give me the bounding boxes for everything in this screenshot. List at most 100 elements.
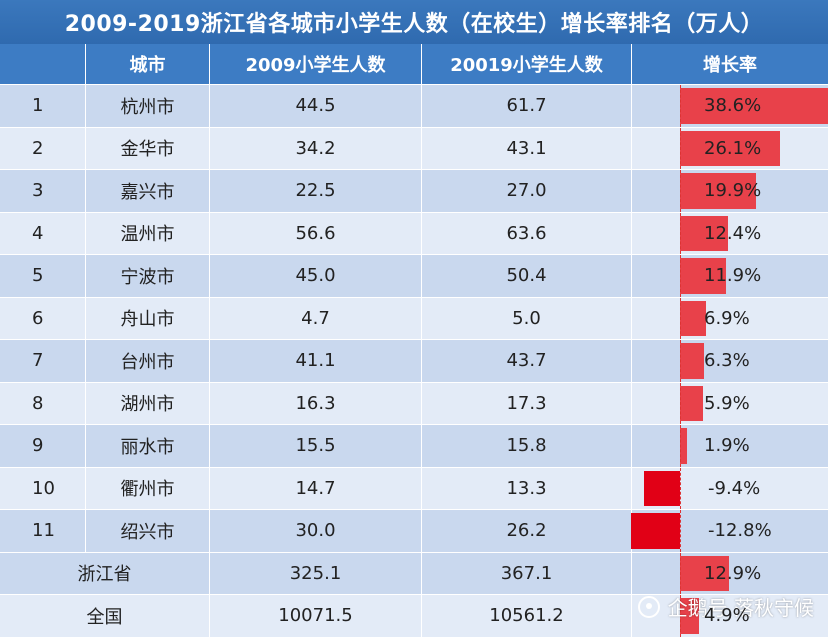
- rank-cell: 4: [0, 212, 86, 254]
- rank-cell: 8: [0, 382, 86, 424]
- value-2019-cell: 5.0: [422, 297, 632, 339]
- rate-cell: 19.9%: [632, 170, 828, 212]
- zero-axis-line: [680, 255, 681, 297]
- city-cell: 嘉兴市: [86, 170, 210, 212]
- table-row: 5 宁波市 45.0 50.4 11.9%: [0, 255, 828, 298]
- value-2019-cell: 13.3: [422, 467, 632, 509]
- value-2019-cell: 61.7: [422, 85, 632, 127]
- value-2019-cell: 26.2: [422, 510, 632, 552]
- rate-bar: [630, 513, 680, 549]
- header-city: 城市: [86, 44, 210, 84]
- rate-label: 6.9%: [704, 307, 750, 329]
- table-header: 城市 2009小学生人数 20019小学生人数 增长率: [0, 44, 828, 85]
- rank-cell: 10: [0, 467, 86, 509]
- total-row: 全国 10071.5 10561.2 4.9%: [0, 595, 828, 638]
- rate-bar: [680, 555, 730, 591]
- rate-bar: [680, 598, 699, 634]
- value-2009-cell: 30.0: [210, 510, 422, 552]
- rate-label: 6.3%: [704, 350, 750, 372]
- header-2019: 20019小学生人数: [422, 44, 632, 84]
- zero-axis-line: [680, 212, 681, 254]
- rate-bar: [680, 428, 688, 464]
- rate-bar: [680, 88, 828, 124]
- rank-cell: 9: [0, 425, 86, 467]
- rate-cell: 5.9%: [632, 382, 828, 424]
- watermark-text: 企鹅号 落秋守候: [667, 596, 814, 620]
- rate-cell: 12.4%: [632, 212, 828, 254]
- city-cell: 舟山市: [86, 297, 210, 339]
- rate-bar: [680, 215, 728, 251]
- value-2019-cell: 17.3: [422, 382, 632, 424]
- zero-axis-line: [680, 467, 681, 509]
- table-row: 3 嘉兴市 22.5 27.0 19.9%: [0, 170, 828, 213]
- rate-label: 4.9%: [704, 605, 750, 627]
- table-row: 2 金华市 34.2 43.1 26.1%: [0, 127, 828, 170]
- rank-cell: 5: [0, 255, 86, 297]
- watermark: 企鹅号 落秋守候: [637, 592, 814, 621]
- rate-bar: [680, 343, 705, 379]
- zero-axis-line: [680, 127, 681, 169]
- table-row: 6 舟山市 4.7 5.0 6.9%: [0, 297, 828, 340]
- rate-bar: [680, 258, 726, 294]
- rate-cell: 26.1%: [632, 127, 828, 169]
- rate-bar: [643, 470, 680, 506]
- value-2009-cell: 4.7: [210, 297, 422, 339]
- rate-cell: 11.9%: [632, 255, 828, 297]
- rank-cell: 3: [0, 170, 86, 212]
- city-cell: 湖州市: [86, 382, 210, 424]
- rate-label: 12.4%: [704, 222, 762, 244]
- rate-cell: 38.6%: [632, 85, 828, 127]
- rate-label: -9.4%: [708, 477, 761, 499]
- zero-axis-line: [680, 340, 681, 382]
- rate-cell: 1.9%: [632, 425, 828, 467]
- rate-bar: [680, 300, 707, 336]
- region-label: 浙江省: [0, 552, 210, 594]
- value-2009-cell: 10071.5: [210, 595, 422, 637]
- rank-cell: 1: [0, 85, 86, 127]
- value-2009-cell: 44.5: [210, 85, 422, 127]
- rate-label: 38.6%: [704, 95, 762, 117]
- value-2009-cell: 325.1: [210, 552, 422, 594]
- rate-bar: [680, 130, 781, 166]
- city-cell: 台州市: [86, 340, 210, 382]
- zero-axis-line: [680, 510, 681, 552]
- header-rate: 增长率: [703, 55, 757, 76]
- zero-axis-line: [680, 552, 681, 594]
- table-row: 4 温州市 56.6 63.6 12.4%: [0, 212, 828, 255]
- zero-axis-line: [680, 85, 681, 127]
- rate-cell: -9.4%: [632, 467, 828, 509]
- city-cell: 杭州市: [86, 85, 210, 127]
- value-2019-cell: 367.1: [422, 552, 632, 594]
- rank-cell: 11: [0, 510, 86, 552]
- zero-axis-line: [680, 595, 681, 637]
- rate-bar: [680, 385, 703, 421]
- table-title: 2009-2019浙江省各城市小学生人数（在校生）增长率排名（万人）: [0, 0, 828, 44]
- rank-cell: 2: [0, 127, 86, 169]
- table-row: 11 绍兴市 30.0 26.2 -12.8%: [0, 510, 828, 553]
- value-2009-cell: 45.0: [210, 255, 422, 297]
- rate-cell: 4.9%: [632, 595, 828, 637]
- value-2019-cell: 27.0: [422, 170, 632, 212]
- city-cell: 温州市: [86, 212, 210, 254]
- total-row: 浙江省 325.1 367.1 12.9%: [0, 552, 828, 595]
- value-2009-cell: 41.1: [210, 340, 422, 382]
- zero-axis-line: [680, 170, 681, 212]
- rate-cell: 6.9%: [632, 297, 828, 339]
- rank-cell: 7: [0, 340, 86, 382]
- region-label: 全国: [0, 595, 210, 637]
- rate-label: 1.9%: [704, 435, 750, 457]
- city-cell: 衢州市: [86, 467, 210, 509]
- value-2009-cell: 56.6: [210, 212, 422, 254]
- value-2009-cell: 15.5: [210, 425, 422, 467]
- rate-cell: -12.8%: [630, 510, 828, 552]
- rank-cell: 6: [0, 297, 86, 339]
- zero-axis-line: [680, 297, 681, 339]
- table-row: 8 湖州市 16.3 17.3 5.9%: [0, 382, 828, 425]
- penguin-icon: [637, 595, 660, 618]
- table-row: 9 丽水市 15.5 15.8 1.9%: [0, 425, 828, 468]
- value-2019-cell: 15.8: [422, 425, 632, 467]
- zero-axis-line: [680, 382, 681, 424]
- value-2009-cell: 14.7: [210, 467, 422, 509]
- table-row: 10 衢州市 14.7 13.3 -9.4%: [0, 467, 828, 510]
- city-cell: 宁波市: [86, 255, 210, 297]
